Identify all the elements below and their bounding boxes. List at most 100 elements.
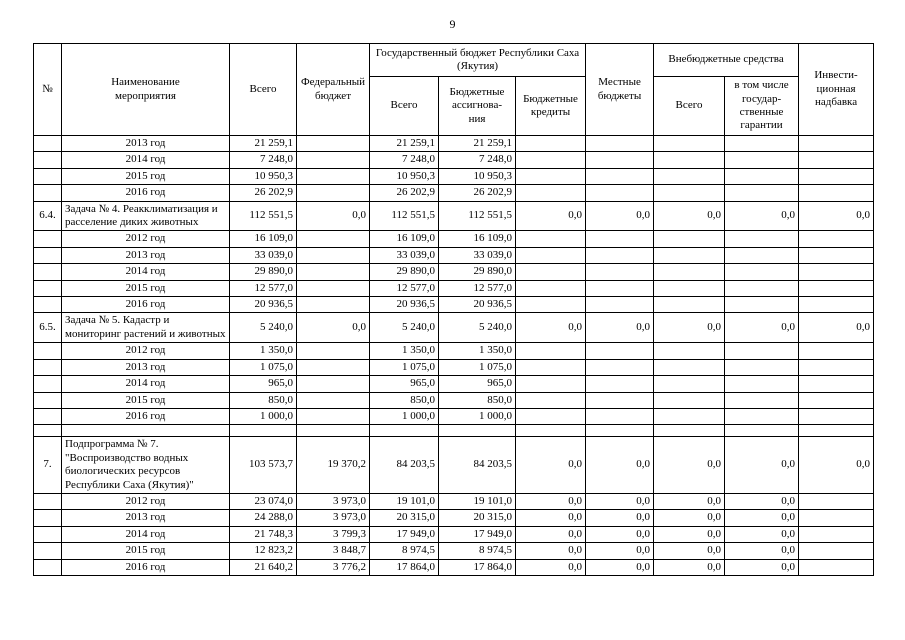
- value-cell: [585, 407, 655, 426]
- value-cell: 0,0: [585, 200, 655, 232]
- table-row: 2016 год 26 202,9 26 202,9 26 202,9: [33, 184, 875, 202]
- value-cell: [724, 134, 800, 153]
- value-cell: 17 949,0: [369, 525, 439, 544]
- row-name-cell: 2014 год: [61, 375, 230, 393]
- value-cell: 29 890,0: [229, 263, 297, 281]
- table-row: 2015 год 12 823,2 3 848,7 8 974,5 8 974,5 0,0…: [33, 542, 875, 560]
- value-cell: 0,0: [653, 558, 726, 576]
- value-cell: [296, 279, 370, 298]
- value-cell: [653, 296, 726, 314]
- table-row: 2015 год 850,0 850,0 850,0: [33, 391, 875, 409]
- value-cell: [296, 230, 370, 248]
- table-row: 2014 год 7 248,0 7 248,0 7 248,0: [33, 151, 875, 169]
- row-name-cell: 2015 год: [61, 391, 230, 409]
- value-cell: [653, 358, 726, 377]
- value-cell: 1 350,0: [229, 342, 297, 360]
- value-cell: [724, 375, 800, 393]
- table-header: № Наименование мероприятия Всего Федерал…: [33, 43, 875, 136]
- value-cell: [798, 358, 875, 377]
- value-cell: 0,0: [724, 509, 800, 527]
- table-row: 2016 год 20 936,5 20 936,5 20 936,5: [33, 296, 875, 314]
- value-cell: 965,0: [229, 375, 297, 393]
- table-row: 2015 год 12 577,0 12 577,0 12 577,0: [33, 279, 875, 298]
- value-cell: [514, 375, 587, 393]
- table-row: [33, 424, 875, 438]
- header-row-subcolumns: Всего Бюджетные ассигнова- ния Бюджетные…: [34, 76, 874, 136]
- value-cell: 0,0: [724, 492, 800, 511]
- row-number-cell: [33, 558, 62, 576]
- value-cell: 10 950,3: [438, 167, 516, 186]
- value-cell: [585, 375, 655, 393]
- value-cell: 20 315,0: [438, 509, 516, 527]
- value-cell: [296, 246, 370, 265]
- value-cell: [724, 391, 800, 409]
- value-cell: 1 000,0: [369, 407, 439, 426]
- row-name-cell: 2015 год: [61, 542, 230, 560]
- value-cell: [798, 184, 875, 202]
- value-cell: 112 551,5: [229, 200, 297, 232]
- value-cell: [514, 246, 587, 265]
- value-cell: 7 248,0: [438, 151, 516, 169]
- row-number-cell: [33, 296, 62, 314]
- value-cell: [653, 184, 726, 202]
- value-cell: 84 203,5: [438, 436, 516, 494]
- value-cell: [724, 151, 800, 169]
- value-cell: 29 890,0: [438, 263, 516, 281]
- value-cell: 3 799,3: [296, 525, 370, 544]
- value-cell: 0,0: [585, 492, 655, 511]
- value-cell: [514, 407, 587, 426]
- value-cell: [514, 358, 587, 377]
- value-cell: 965,0: [369, 375, 439, 393]
- col-header-budget-allocations: Бюджетные ассигнова- ния: [438, 76, 516, 136]
- value-cell: [724, 263, 800, 281]
- value-cell: 1 000,0: [438, 407, 516, 426]
- value-cell: [724, 424, 800, 438]
- value-cell: 0,0: [724, 542, 800, 560]
- row-number-cell: [33, 263, 62, 281]
- value-cell: [229, 424, 297, 438]
- value-cell: [514, 296, 587, 314]
- value-cell: 1 075,0: [438, 358, 516, 377]
- value-cell: 12 577,0: [438, 279, 516, 298]
- row-name-cell: Задача № 5. Кадастр и мониторинг растени…: [61, 312, 230, 344]
- value-cell: 19 370,2: [296, 436, 370, 494]
- value-cell: 0,0: [585, 525, 655, 544]
- value-cell: [653, 246, 726, 265]
- value-cell: [296, 167, 370, 186]
- value-cell: 112 551,5: [438, 200, 516, 232]
- value-cell: [724, 296, 800, 314]
- value-cell: [585, 296, 655, 314]
- value-cell: 0,0: [653, 200, 726, 232]
- value-cell: 0,0: [724, 312, 800, 344]
- value-cell: 1 000,0: [229, 407, 297, 426]
- row-number-cell: [33, 407, 62, 426]
- value-cell: [798, 342, 875, 360]
- value-cell: 0,0: [798, 312, 875, 344]
- value-cell: 16 109,0: [229, 230, 297, 248]
- row-name-cell: Задача № 4. Реакклиматизация и расселени…: [61, 200, 230, 232]
- value-cell: [798, 279, 875, 298]
- table-row: 2012 год 23 074,0 3 973,0 19 101,0 19 101,0 0…: [33, 492, 875, 511]
- header-row-groups: № Наименование мероприятия Всего Федерал…: [33, 43, 875, 136]
- budget-table: № Наименование мероприятия Всего Федерал…: [33, 43, 875, 576]
- value-cell: [724, 279, 800, 298]
- col-header-name: Наименование мероприятия: [61, 43, 230, 136]
- value-cell: 16 109,0: [369, 230, 439, 248]
- row-number-cell: [33, 279, 62, 298]
- value-cell: [296, 296, 370, 314]
- value-cell: [585, 184, 655, 202]
- value-cell: 0,0: [514, 509, 587, 527]
- value-cell: [296, 263, 370, 281]
- value-cell: 0,0: [514, 542, 587, 560]
- value-cell: 850,0: [438, 391, 516, 409]
- row-name-cell: 2016 год: [61, 558, 230, 576]
- value-cell: [653, 167, 726, 186]
- value-cell: 3 973,0: [296, 492, 370, 511]
- value-cell: 26 202,9: [229, 184, 297, 202]
- row-number-cell: [33, 167, 62, 186]
- value-cell: 5 240,0: [369, 312, 439, 344]
- value-cell: 0,0: [514, 436, 587, 494]
- value-cell: 21 748,3: [229, 525, 297, 544]
- value-cell: 0,0: [514, 492, 587, 511]
- value-cell: 5 240,0: [438, 312, 516, 344]
